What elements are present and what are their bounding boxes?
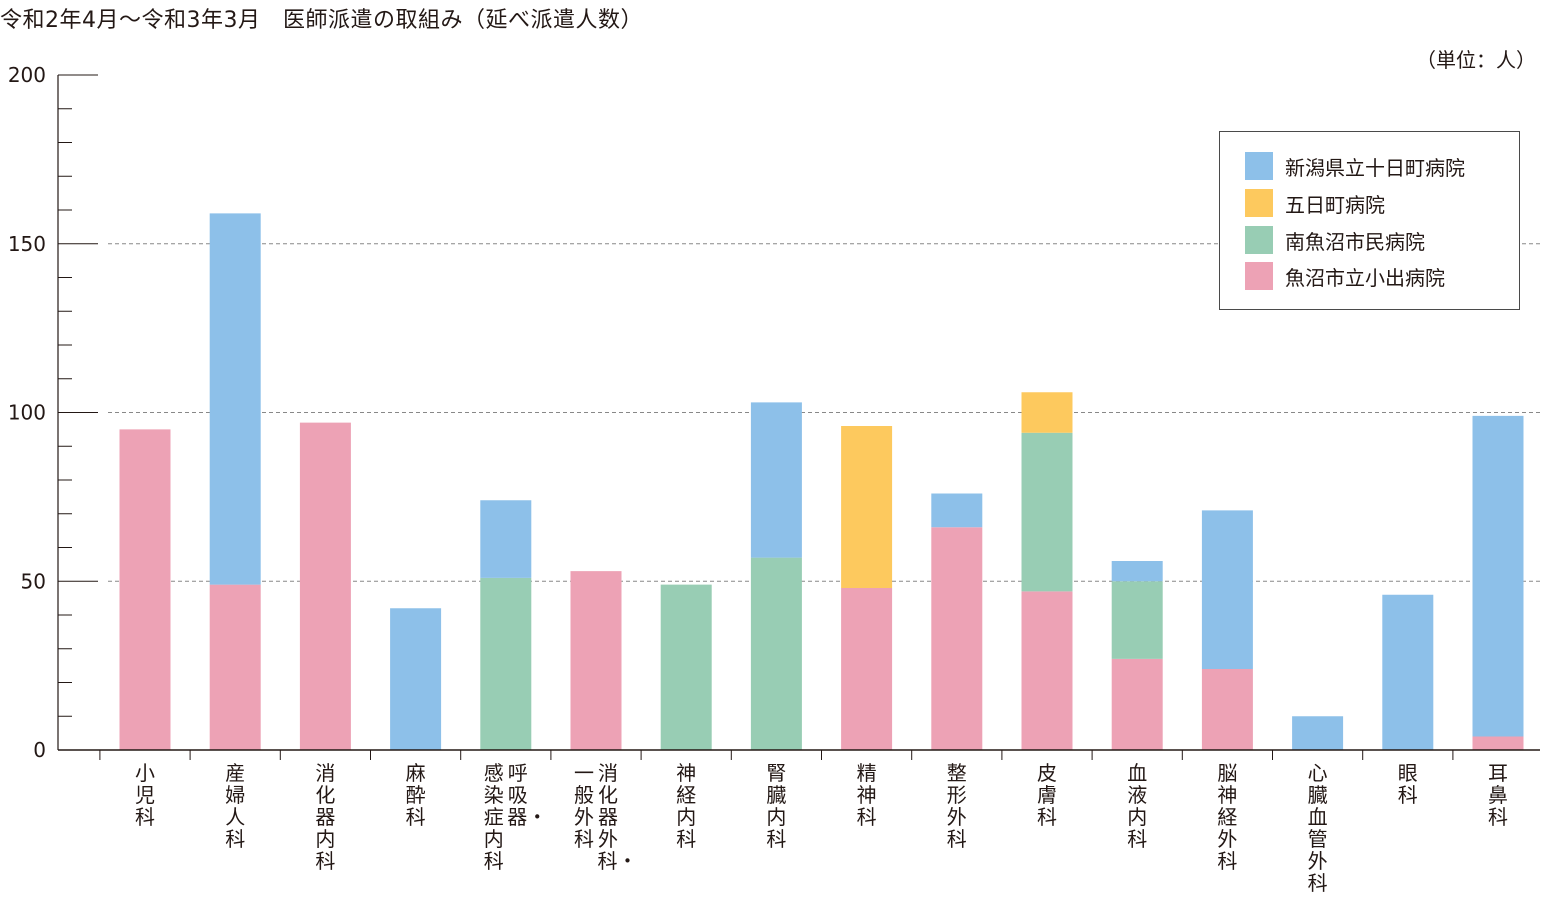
x-tick-label-line: 整形外科 bbox=[946, 761, 967, 851]
x-tick-label-line: 一般外科 bbox=[574, 761, 594, 851]
x-tick-label-line: 耳鼻科 bbox=[1488, 761, 1508, 829]
x-tick-label: 精神科 bbox=[855, 762, 879, 908]
x-tick-label: 産婦人科 bbox=[223, 762, 247, 908]
x-tick-label: 皮膚科 bbox=[1035, 762, 1059, 908]
unit-label: （単位：人） bbox=[1416, 48, 1536, 72]
x-tick-label-line: 消化器内科 bbox=[315, 761, 336, 873]
legend-swatch-koide bbox=[1245, 262, 1273, 290]
bar-segment-koide-8 bbox=[841, 588, 893, 750]
bar-segment-tokamachi-9 bbox=[931, 493, 983, 528]
legend-label-itsukamachi: 五日町病院 bbox=[1285, 192, 1385, 217]
legend-swatch-itsukamachi bbox=[1245, 189, 1273, 217]
x-tick-label-line: 皮膚科 bbox=[1037, 761, 1057, 829]
x-tick-label-line: 産婦人科 bbox=[225, 761, 246, 851]
x-tick-label-line: 呼吸器・ bbox=[507, 761, 548, 829]
x-tick-label: 消化器内科 bbox=[313, 762, 337, 908]
bar-segment-koide-12 bbox=[1201, 669, 1253, 750]
legend-swatch-tokamachi bbox=[1245, 152, 1273, 180]
bar-segment-itsukamachi-10 bbox=[1021, 392, 1073, 433]
bar-segment-tokamachi-12 bbox=[1201, 510, 1253, 669]
x-tick-label-line: 眼科 bbox=[1397, 761, 1418, 807]
bar-segment-minamiuonuma-4 bbox=[480, 577, 532, 750]
bar-segment-koide-15 bbox=[1472, 736, 1524, 750]
y-tick-label-100: 100 bbox=[8, 401, 46, 425]
bar-segment-itsukamachi-8 bbox=[841, 426, 893, 588]
x-tick-label-line: 精神科 bbox=[856, 761, 877, 829]
bar-segment-tokamachi-1 bbox=[209, 213, 261, 585]
y-tick-label-50: 50 bbox=[21, 569, 46, 593]
bar-segment-tokamachi-13 bbox=[1292, 716, 1344, 750]
legend-label-koide: 魚沼市立小出病院 bbox=[1285, 265, 1445, 290]
x-tick-label-line: 小児科 bbox=[135, 761, 155, 829]
legend-swatch-minamiuonuma bbox=[1245, 226, 1273, 254]
bar-segment-koide-2 bbox=[299, 422, 351, 750]
bar-segment-tokamachi-15 bbox=[1472, 415, 1524, 737]
bar-segment-koide-0 bbox=[119, 429, 171, 750]
legend-item-itsukamachi: 五日町病院 bbox=[1245, 189, 1385, 217]
bar-segment-tokamachi-3 bbox=[390, 608, 442, 750]
y-tick-label-0: 0 bbox=[33, 738, 46, 762]
y-axis: 0 50 100 150 200 bbox=[8, 63, 1540, 762]
bar-segment-koide-9 bbox=[931, 527, 983, 750]
x-tick-label: 整形外科 bbox=[945, 762, 969, 908]
bar-segment-tokamachi-7 bbox=[750, 402, 802, 558]
x-tick-label: 小児科 bbox=[133, 762, 157, 908]
legend-item-tokamachi: 新潟県立十日町病院 bbox=[1245, 152, 1465, 180]
x-tick-label: 血液内科 bbox=[1125, 762, 1149, 908]
x-tick-label-line: 血液内科 bbox=[1127, 761, 1148, 851]
x-tick-label: 消化器外科・ 一般外科 bbox=[572, 761, 638, 908]
bar-segment-koide-10 bbox=[1021, 591, 1073, 750]
x-tick-label: 脳神経外科 bbox=[1215, 762, 1239, 908]
y-tick-label-200: 200 bbox=[8, 63, 46, 87]
legend-item-koide: 魚沼市立小出病院 bbox=[1245, 262, 1445, 290]
x-tick-label-line: 神経内科 bbox=[676, 761, 697, 851]
legend-label-minamiuonuma: 南魚沼市民病院 bbox=[1285, 229, 1425, 254]
x-tick-label: 呼吸器・ 感染症内科 bbox=[482, 761, 548, 908]
bar-segment-koide-5 bbox=[570, 571, 622, 750]
bar-segment-tokamachi-11 bbox=[1111, 561, 1163, 582]
x-tick-label-line: 麻酔科 bbox=[405, 761, 426, 829]
x-tick-label: 麻酔科 bbox=[404, 762, 428, 908]
x-tick-label-line: 腎臓内科 bbox=[766, 761, 787, 851]
x-tick-label-line: 感染症内科 bbox=[483, 761, 504, 873]
y-tick-label-150: 150 bbox=[8, 232, 46, 256]
bar-segment-minamiuonuma-7 bbox=[750, 557, 802, 750]
bar-segment-koide-11 bbox=[1111, 658, 1163, 750]
bar-segment-koide-1 bbox=[209, 584, 261, 750]
bar-segment-minamiuonuma-6 bbox=[660, 584, 712, 750]
legend: 新潟県立十日町病院 五日町病院 南魚沼市民病院 魚沼市立小出病院 bbox=[1219, 131, 1520, 310]
chart-title: 令和2年4月〜令和3年3月 医師派遣の取組み（延べ派遣人数） bbox=[0, 8, 643, 33]
x-tick-label: 心臓血管外科 bbox=[1306, 762, 1330, 908]
x-tick-label: 腎臓内科 bbox=[764, 762, 788, 908]
bar-segment-tokamachi-4 bbox=[480, 500, 532, 578]
bar-segment-minamiuonuma-11 bbox=[1111, 581, 1163, 659]
x-tick-label: 耳鼻科 bbox=[1486, 762, 1510, 908]
x-tick-label-line: 消化器外科・ bbox=[597, 761, 638, 873]
bars bbox=[119, 213, 1524, 750]
bar-segment-minamiuonuma-10 bbox=[1021, 432, 1073, 592]
legend-item-minamiuonuma: 南魚沼市民病院 bbox=[1245, 226, 1425, 254]
bar-segment-tokamachi-14 bbox=[1382, 594, 1434, 750]
x-tick-label-line: 心臓血管外科 bbox=[1307, 761, 1328, 895]
x-tick-label: 眼科 bbox=[1396, 762, 1420, 908]
x-tick-label-line: 脳神経外科 bbox=[1217, 761, 1238, 873]
x-tick-label: 神経内科 bbox=[674, 762, 698, 908]
legend-label-tokamachi: 新潟県立十日町病院 bbox=[1285, 155, 1465, 180]
